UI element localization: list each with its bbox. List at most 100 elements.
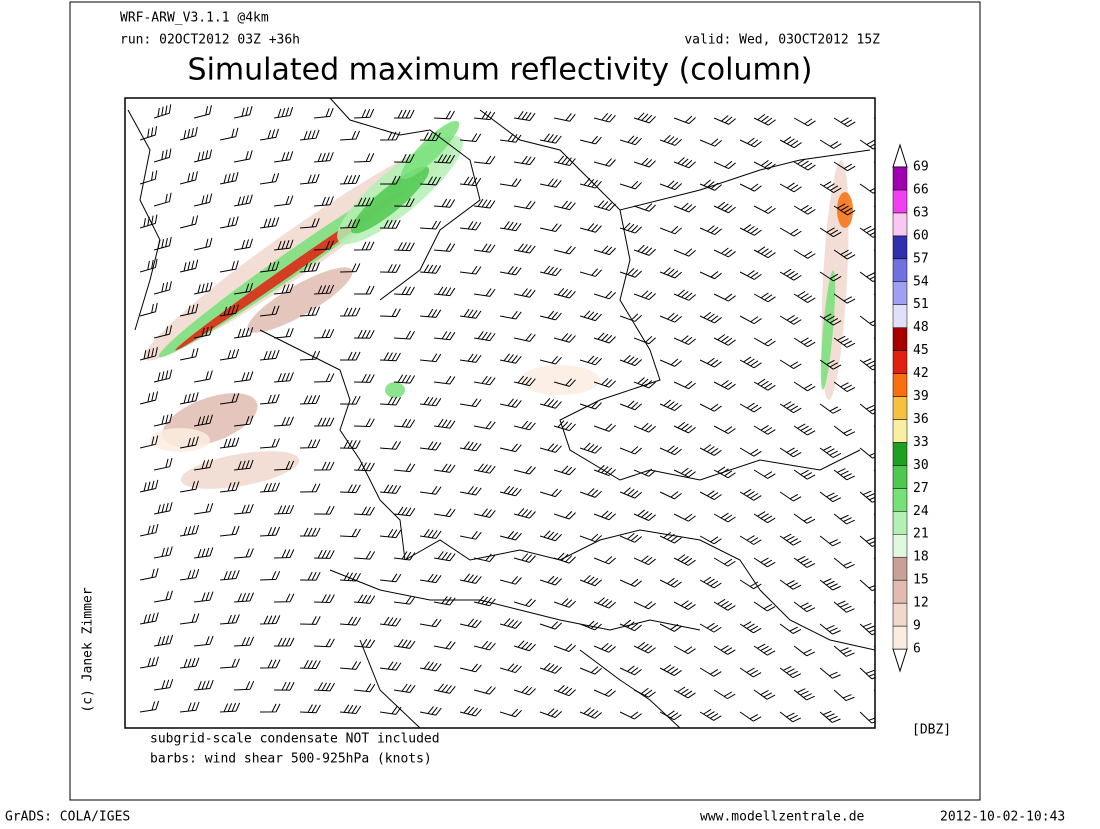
wind-barb [180, 701, 200, 713]
wind-barb [713, 201, 736, 214]
wind-barb [593, 423, 616, 432]
wind-barb [779, 359, 802, 369]
wind-barb [739, 535, 762, 545]
wind-barb [819, 667, 841, 679]
wind-barb [139, 479, 159, 493]
wind-barb [833, 557, 855, 569]
wind-barb [260, 217, 280, 229]
wind-barb [619, 180, 642, 190]
wind-barb [460, 133, 482, 142]
wind-barb [459, 573, 482, 584]
wind-barb [539, 621, 562, 630]
wind-barb [139, 523, 159, 537]
colorbar-swatch [892, 281, 908, 305]
wind-barb [340, 395, 361, 405]
wind-barb [539, 530, 562, 542]
colorbar-label: 42 [913, 366, 929, 381]
wind-barb [139, 612, 159, 625]
wind-barb [859, 225, 875, 238]
wind-barb [553, 113, 576, 122]
wind-barb [713, 512, 736, 523]
reflectivity-area [247, 267, 353, 333]
wind-barb [819, 491, 842, 503]
wind-barb [380, 264, 401, 273]
wind-barb [434, 418, 456, 429]
wind-barb [314, 682, 335, 692]
reflectivity-area [180, 451, 300, 489]
wind-barb [300, 306, 320, 317]
wind-barb [513, 333, 536, 342]
wind-barb [314, 505, 335, 515]
wind-barb [300, 527, 321, 537]
wind-barb [274, 549, 295, 559]
wind-barb [434, 463, 456, 473]
wind-barb [793, 423, 816, 436]
wind-barb [713, 598, 736, 611]
wind-barb [593, 245, 616, 256]
wind-barb [234, 592, 254, 603]
wind-barb [499, 398, 522, 408]
wind-barb [579, 533, 602, 543]
wind-barb [194, 503, 214, 515]
wind-barb [859, 271, 875, 283]
wind-barb [699, 576, 722, 589]
wind-barb [260, 703, 281, 713]
wind-barb [500, 265, 522, 276]
wind-barb [420, 485, 442, 495]
wind-barb [394, 109, 415, 119]
colorbar-label: 9 [913, 619, 921, 634]
wind-barb [314, 461, 335, 471]
wind-barb [380, 175, 401, 185]
wind-barb [380, 219, 401, 229]
wind-barb [793, 337, 816, 348]
wind-barb [513, 420, 536, 431]
colorbar-swatch [892, 579, 908, 604]
wind-barb [474, 243, 496, 253]
wind-barb [260, 438, 280, 449]
wind-barb [753, 557, 776, 568]
wind-barb [354, 462, 375, 472]
wind-barb [354, 550, 376, 560]
wind-barb [139, 170, 158, 185]
wind-barb [699, 444, 722, 456]
border [559, 209, 661, 481]
wind-barb [753, 337, 776, 347]
wind-barb [314, 284, 335, 295]
wind-barb [433, 683, 456, 694]
wind-barb [420, 396, 442, 407]
coastline [127, 109, 161, 331]
wind-barb [553, 200, 576, 211]
wind-barb [314, 373, 335, 383]
wind-barb [274, 372, 294, 383]
wind-barb [394, 242, 415, 252]
wind-barb [499, 618, 522, 629]
wind-barb [633, 601, 656, 610]
wind-barb [300, 262, 320, 273]
wind-barb [193, 105, 212, 119]
wind-barb [833, 689, 855, 702]
wind-barb [833, 513, 855, 525]
wind-barb [380, 440, 402, 450]
wind-barb [459, 531, 482, 540]
wind-barb [354, 374, 375, 383]
wind-barb [274, 195, 294, 207]
wind-barb [274, 593, 295, 603]
wind-barb [593, 464, 616, 477]
colorbar-label: 51 [913, 297, 929, 312]
wind-barb [340, 351, 361, 361]
wind-barb [434, 331, 456, 341]
wind-barb [274, 151, 294, 163]
wind-barb [274, 504, 295, 515]
wind-barb [619, 400, 642, 411]
wind-barb [713, 247, 736, 258]
wind-barb [460, 353, 482, 363]
wind-barb [793, 381, 816, 392]
colorbar-label: 45 [913, 343, 929, 358]
wind-barb [420, 528, 442, 539]
wind-barb [779, 268, 802, 281]
wind-barb [513, 640, 536, 652]
wind-barb [434, 508, 456, 518]
wind-barb [234, 238, 253, 251]
wind-barb [659, 623, 682, 632]
colorbar-end [892, 143, 908, 168]
